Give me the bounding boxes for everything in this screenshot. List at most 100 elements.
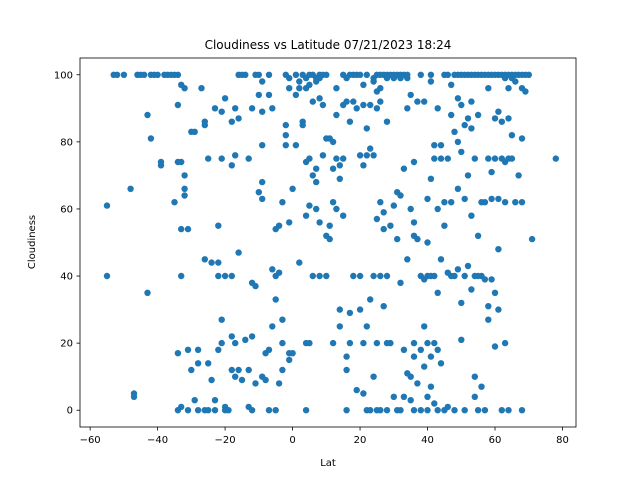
data-point: [188, 366, 195, 374]
data-point: [478, 383, 485, 390]
x-tick-label: 40: [421, 435, 434, 446]
data-point: [468, 98, 475, 105]
data-point: [491, 289, 499, 296]
data-point: [265, 71, 273, 79]
data-point: [316, 219, 323, 226]
data-point: [518, 135, 526, 142]
data-point: [488, 276, 495, 283]
data-point: [194, 407, 202, 414]
data-point: [451, 407, 458, 414]
data-point: [174, 350, 182, 357]
data-point: [279, 339, 286, 347]
data-point: [286, 85, 293, 92]
data-point: [329, 339, 337, 347]
data-point: [424, 407, 431, 414]
data-point: [417, 71, 424, 79]
data-point: [464, 172, 472, 179]
data-point: [404, 256, 411, 263]
data-point: [211, 397, 219, 404]
data-point: [454, 95, 462, 102]
data-point: [471, 393, 478, 400]
data-point: [498, 407, 505, 414]
data-point: [221, 95, 229, 102]
data-point: [522, 88, 529, 95]
data-point: [380, 303, 387, 310]
data-point: [417, 407, 424, 414]
data-point: [259, 195, 266, 203]
data-point: [481, 276, 489, 283]
data-point: [238, 376, 246, 384]
data-point: [205, 155, 212, 162]
data-point: [306, 202, 313, 209]
data-point: [552, 155, 559, 162]
data-point: [286, 219, 293, 226]
data-point: [380, 209, 387, 216]
y-axis-label: Cloudiness: [27, 215, 38, 269]
x-tick-label: −40: [147, 435, 168, 446]
plot-frame: [79, 57, 577, 428]
data-point: [245, 155, 252, 162]
data-point: [370, 272, 377, 280]
data-point: [221, 272, 229, 280]
data-point: [235, 249, 242, 256]
data-point: [481, 199, 489, 206]
data-point: [491, 115, 499, 122]
data-point: [488, 168, 495, 176]
data-point: [400, 393, 408, 400]
data-point: [191, 397, 198, 404]
data-point: [218, 316, 225, 323]
data-point: [174, 71, 182, 79]
data-point: [377, 98, 384, 105]
data-point: [252, 380, 259, 387]
data-point: [289, 350, 296, 357]
data-point: [377, 272, 384, 280]
data-point: [485, 316, 492, 323]
data-point: [333, 85, 340, 92]
data-point: [265, 91, 273, 99]
data-point: [323, 272, 330, 280]
data-point: [215, 346, 222, 353]
data-point: [201, 121, 208, 129]
data-point: [275, 222, 283, 229]
data-point: [508, 132, 516, 139]
data-point: [383, 272, 391, 280]
data-point: [454, 266, 462, 273]
data-point: [245, 366, 252, 374]
data-point: [309, 98, 316, 105]
x-tick-label: 80: [556, 435, 569, 446]
data-point: [397, 407, 404, 414]
data-point: [481, 407, 489, 414]
x-tick-label: 20: [354, 435, 367, 446]
data-point: [427, 78, 435, 85]
data-point: [377, 407, 384, 414]
data-point: [370, 152, 377, 159]
data-point: [508, 155, 516, 162]
data-point: [232, 339, 239, 347]
data-point: [218, 155, 225, 162]
data-point: [211, 407, 219, 414]
data-point: [178, 272, 185, 280]
data-point: [383, 118, 391, 125]
data-point: [448, 111, 455, 119]
data-point: [410, 339, 418, 347]
data-point: [248, 333, 256, 340]
data-point: [248, 407, 256, 414]
data-point: [218, 339, 225, 347]
data-point: [120, 71, 128, 79]
data-point: [431, 272, 438, 280]
data-point: [326, 235, 333, 243]
y-tick-label: 100: [54, 70, 73, 81]
data-point: [147, 135, 155, 142]
data-point: [191, 128, 198, 135]
data-point: [437, 360, 445, 367]
data-point: [451, 272, 458, 280]
data-point: [157, 158, 165, 166]
data-point: [296, 85, 303, 92]
data-point: [353, 386, 360, 394]
data-point: [431, 142, 438, 149]
data-point: [292, 91, 300, 99]
data-point: [518, 407, 526, 414]
data-point: [302, 212, 310, 219]
data-point: [144, 111, 151, 119]
